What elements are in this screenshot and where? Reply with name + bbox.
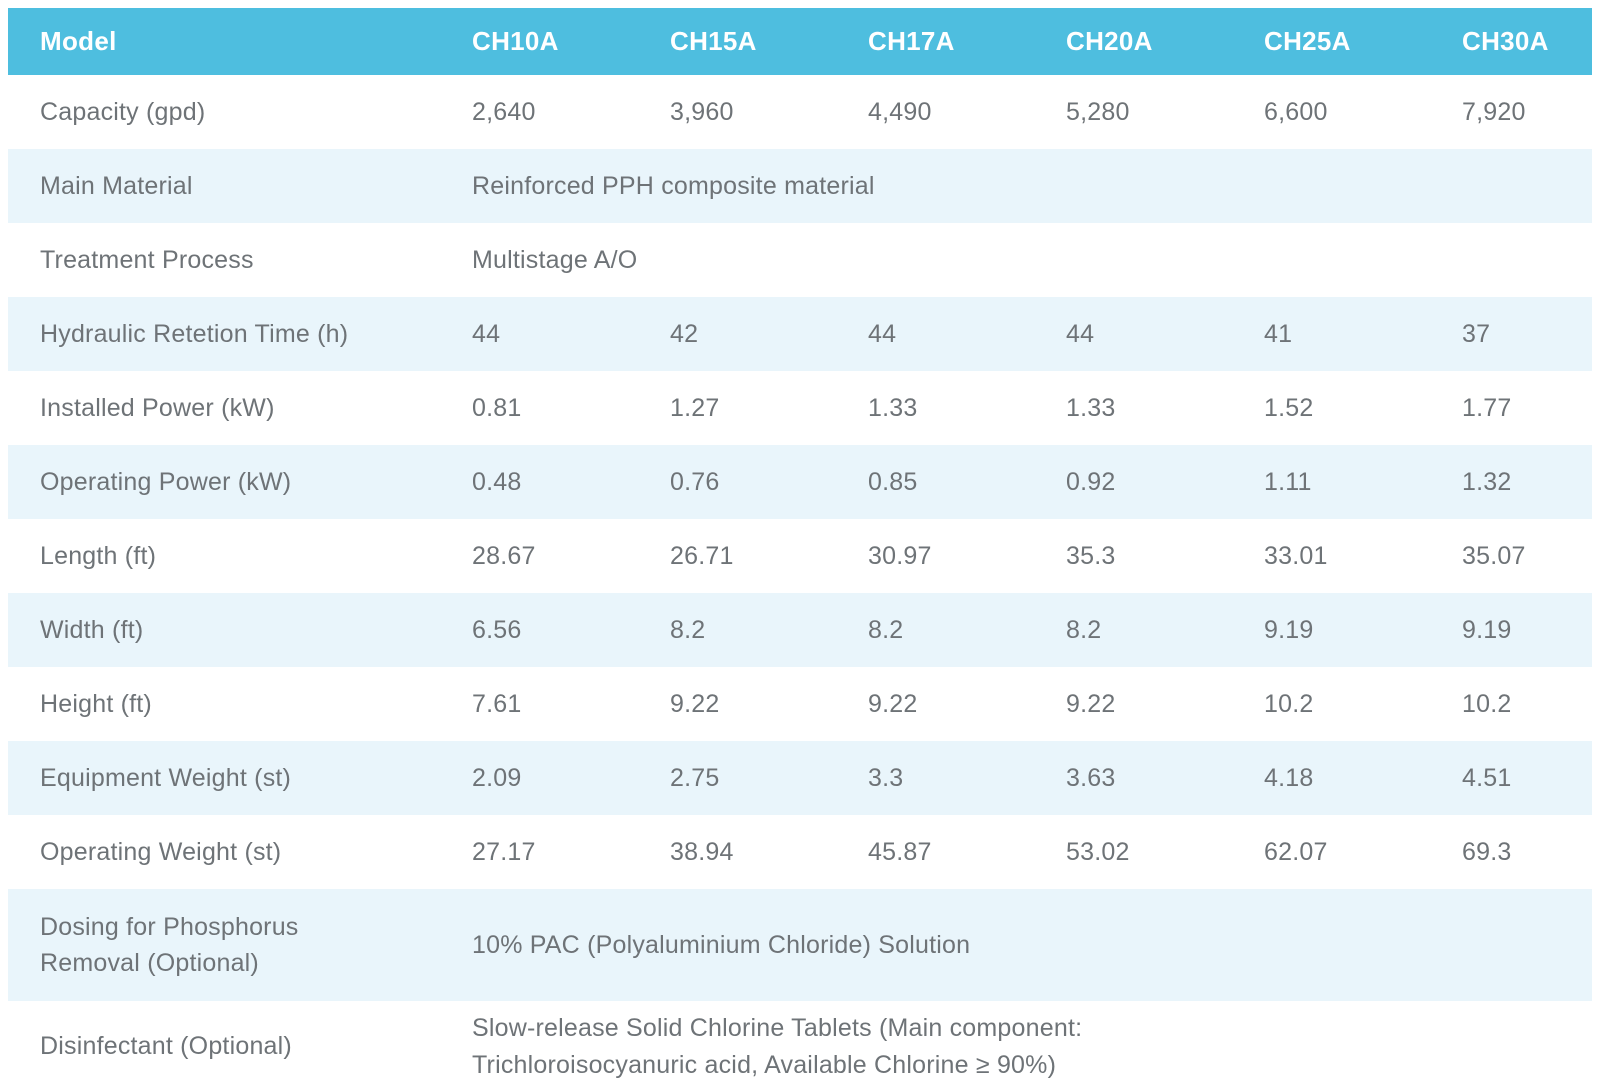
cell-value: 4.18 — [1264, 763, 1314, 792]
cell-value: 8.2 — [1066, 615, 1102, 644]
cell-value: 44 — [472, 319, 501, 348]
cell-span-value: Reinforced PPH composite material — [472, 171, 875, 200]
row-label: Main Material — [40, 171, 193, 200]
row-label: Treatment Process — [40, 245, 254, 274]
row-length: Length (ft) 28.67 26.71 30.97 35.3 33.01… — [8, 519, 1592, 593]
cell-value: 37 — [1462, 319, 1491, 348]
row-label: Operating Power (kW) — [40, 467, 292, 496]
row-operating-power: Operating Power (kW) 0.48 0.76 0.85 0.92… — [8, 445, 1592, 519]
row-equipment-weight: Equipment Weight (st) 2.09 2.75 3.3 3.63… — [8, 741, 1592, 815]
row-disinfectant: Disinfectant (Optional) Slow-release Sol… — [8, 1001, 1592, 1092]
cell-span-value: Slow-release Solid Chlorine Tablets (Mai… — [472, 1014, 1083, 1079]
cell-value: 2.75 — [670, 763, 720, 792]
cell-value: 4,490 — [868, 97, 932, 126]
cell-value: 1.33 — [1066, 393, 1116, 422]
row-label: Capacity (gpd) — [40, 97, 206, 126]
row-hydraulic-retention-time: Hydraulic Retetion Time (h) 44 42 44 44 … — [8, 297, 1592, 371]
col-header-ch25a: CH25A — [1264, 26, 1351, 56]
cell-value: 5,280 — [1066, 97, 1130, 126]
cell-value: 0.81 — [472, 393, 522, 422]
cell-value: 1.52 — [1264, 393, 1314, 422]
row-label: Height (ft) — [40, 689, 152, 718]
cell-value: 44 — [1066, 319, 1095, 348]
cell-value: 10.2 — [1264, 689, 1314, 718]
cell-value: 45.87 — [868, 837, 932, 866]
cell-value: 1.11 — [1264, 467, 1312, 496]
cell-value: 41 — [1264, 319, 1293, 348]
row-label: Installed Power (kW) — [40, 393, 275, 422]
col-header-ch10a: CH10A — [472, 26, 559, 56]
cell-value: 7.61 — [472, 689, 522, 718]
cell-value: 53.02 — [1066, 837, 1130, 866]
cell-value: 3.3 — [868, 763, 904, 792]
cell-value: 35.07 — [1462, 541, 1526, 570]
cell-value: 38.94 — [670, 837, 734, 866]
cell-value: 9.19 — [1462, 615, 1512, 644]
row-label: Disinfectant (Optional) — [40, 1032, 292, 1061]
spec-table: Model CH10A CH15A CH17A CH20A CH25A CH30… — [8, 8, 1592, 1092]
cell-value: 35.3 — [1066, 541, 1116, 570]
cell-value: 3,960 — [670, 97, 734, 126]
cell-value: 2,640 — [472, 97, 536, 126]
cell-value: 8.2 — [670, 615, 706, 644]
cell-value: 9.19 — [1264, 615, 1314, 644]
row-label: Dosing for Phosphorus Removal (Optional) — [40, 912, 299, 977]
cell-value: 33.01 — [1264, 541, 1328, 570]
row-label: Width (ft) — [40, 615, 144, 644]
cell-value: 69.3 — [1462, 837, 1512, 866]
cell-span-value: Multistage A/O — [472, 245, 638, 274]
col-header-ch17a: CH17A — [868, 26, 955, 56]
cell-value: 26.71 — [670, 541, 734, 570]
col-header-ch20a: CH20A — [1066, 26, 1153, 56]
cell-value: 1.77 — [1462, 393, 1512, 422]
cell-value: 0.92 — [1066, 467, 1116, 496]
row-main-material: Main Material Reinforced PPH composite m… — [8, 149, 1592, 223]
row-label: Length (ft) — [40, 541, 157, 570]
row-label: Hydraulic Retetion Time (h) — [40, 319, 349, 348]
header-row: Model CH10A CH15A CH17A CH20A CH25A CH30… — [8, 8, 1592, 75]
row-operating-weight: Operating Weight (st) 27.17 38.94 45.87 … — [8, 815, 1592, 889]
cell-value: 1.33 — [868, 393, 918, 422]
col-header-ch30a: CH30A — [1462, 26, 1549, 56]
cell-value: 4.51 — [1462, 763, 1512, 792]
cell-value: 42 — [670, 319, 699, 348]
cell-value: 9.22 — [670, 689, 720, 718]
cell-value: 3.63 — [1066, 763, 1116, 792]
row-label: Operating Weight (st) — [40, 837, 282, 866]
cell-value: 1.32 — [1462, 467, 1512, 496]
row-treatment-process: Treatment Process Multistage A/O — [8, 223, 1592, 297]
cell-value: 27.17 — [472, 837, 536, 866]
cell-value: 28.67 — [472, 541, 536, 570]
row-label: Equipment Weight (st) — [40, 763, 292, 792]
cell-value: 0.48 — [472, 467, 522, 496]
cell-value: 62.07 — [1264, 837, 1328, 866]
col-header-model: Model — [40, 26, 117, 56]
cell-value: 7,920 — [1462, 97, 1526, 126]
cell-value: 0.85 — [868, 467, 918, 496]
row-dosing-phosphorus-removal: Dosing for Phosphorus Removal (Optional)… — [8, 889, 1592, 1001]
cell-value: 0.76 — [670, 467, 720, 496]
cell-value: 9.22 — [1066, 689, 1116, 718]
row-width: Width (ft) 6.56 8.2 8.2 8.2 9.19 9.19 — [8, 593, 1592, 667]
cell-value: 1.27 — [670, 393, 720, 422]
cell-value: 30.97 — [868, 541, 932, 570]
cell-value: 6.56 — [472, 615, 522, 644]
cell-span-value: 10% PAC (Polyaluminium Chloride) Solutio… — [472, 930, 971, 959]
cell-value: 9.22 — [868, 689, 918, 718]
row-height: Height (ft) 7.61 9.22 9.22 9.22 10.2 10.… — [8, 667, 1592, 741]
cell-value: 2.09 — [472, 763, 522, 792]
row-installed-power: Installed Power (kW) 0.81 1.27 1.33 1.33… — [8, 371, 1592, 445]
cell-value: 6,600 — [1264, 97, 1328, 126]
col-header-ch15a: CH15A — [670, 26, 757, 56]
cell-value: 44 — [868, 319, 897, 348]
cell-value: 8.2 — [868, 615, 904, 644]
row-capacity: Capacity (gpd) 2,640 3,960 4,490 5,280 6… — [8, 75, 1592, 149]
cell-value: 10.2 — [1462, 689, 1512, 718]
